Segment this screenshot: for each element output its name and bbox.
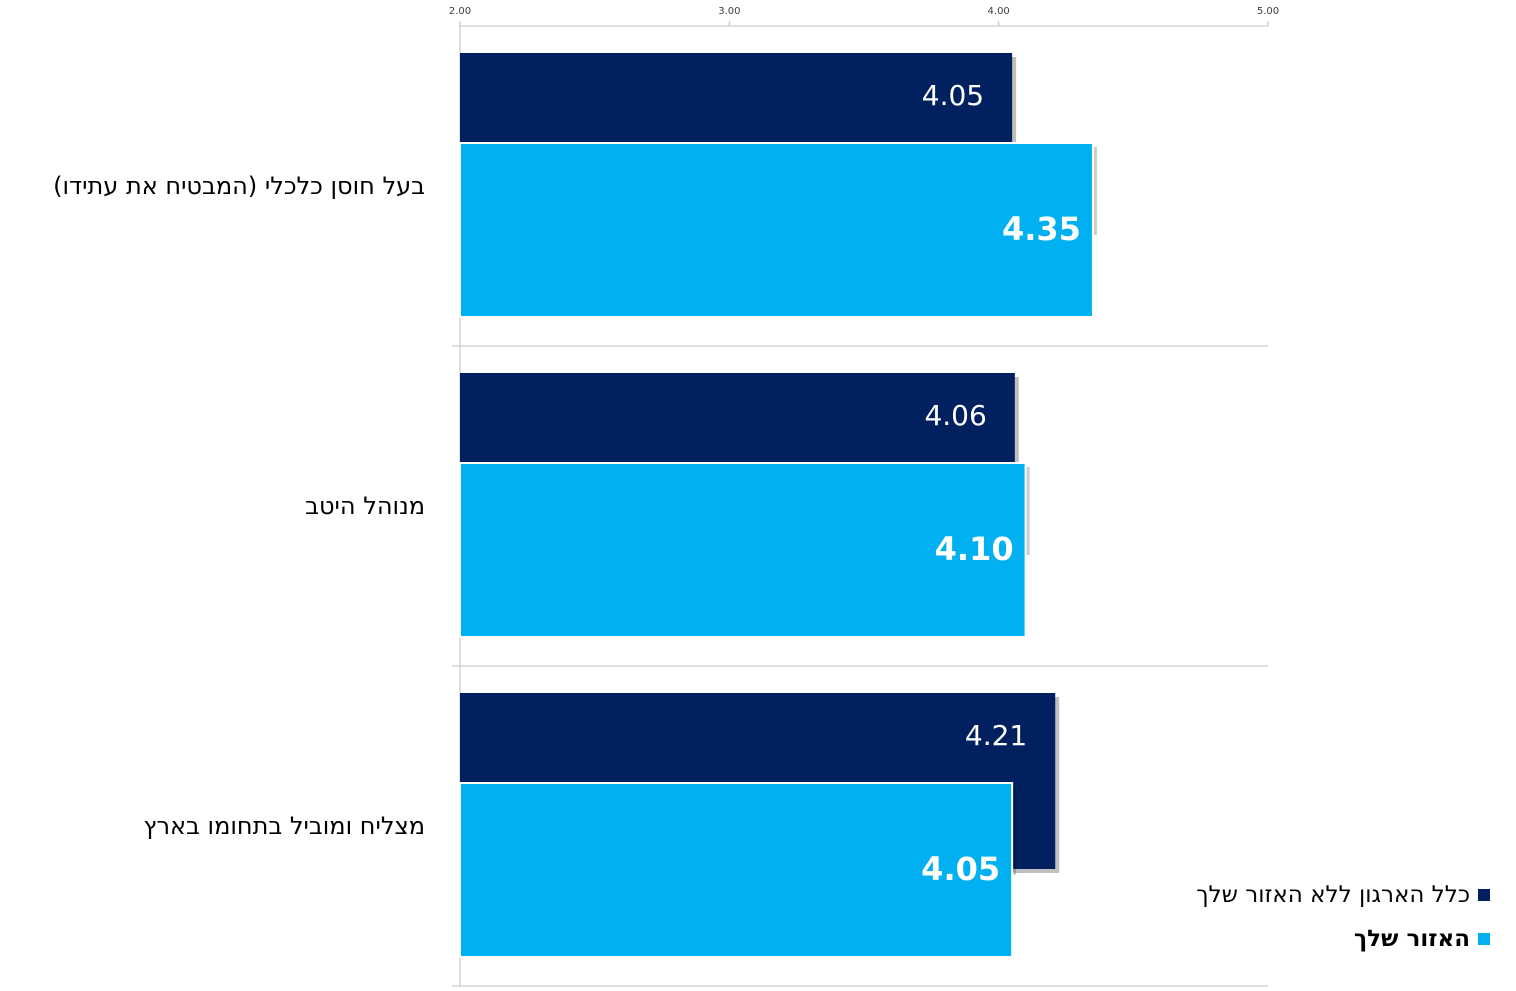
legend-label-organization: כלל הארגון ללא האזור שלך: [1196, 882, 1470, 908]
x-tick-label: 3.00: [718, 6, 740, 17]
data-label-organization: 4.21: [965, 719, 1027, 752]
data-label-your-region: 4.35: [1002, 210, 1081, 248]
x-tick-label: 4.00: [988, 6, 1010, 17]
x-tick-label: 2.00: [449, 6, 471, 17]
bar-your-region: [459, 462, 1027, 638]
legend-item-your-region: האזור שלך: [1150, 924, 1490, 954]
x-tick-label: 5.00: [1257, 6, 1279, 17]
legend-swatch-organization: [1478, 889, 1490, 901]
bar-your-region: [459, 782, 1014, 958]
data-label-your-region: 4.10: [935, 530, 1014, 568]
legend-label-your-region: האזור שלך: [1353, 926, 1470, 952]
legend-swatch-your-region: [1478, 933, 1490, 945]
data-label-organization: 4.05: [922, 79, 984, 112]
category-labels: בעל חוסן כלכלי (המבטיח את עתידו) מנוהל הי…: [53, 172, 425, 840]
data-label-your-region: 4.05: [921, 850, 1000, 888]
bar-your-region: [459, 142, 1094, 318]
category-label: מנוהל היטב: [305, 492, 425, 520]
category-label: מצליח ומוביל בתחומו בארץ: [144, 812, 426, 840]
bars: 4.05 4.35 4.06 4.10 4.21 4.05: [459, 53, 1097, 958]
legend: כלל הארגון ללא האזור שלך האזור שלך: [1150, 880, 1490, 968]
data-label-organization: 4.06: [924, 399, 986, 432]
grid-layer: [452, 345, 1268, 987]
category-label: בעל חוסן כלכלי (המבטיח את עתידו): [53, 172, 425, 200]
legend-item-organization: כלל הארגון ללא האזור שלך: [1150, 880, 1490, 910]
